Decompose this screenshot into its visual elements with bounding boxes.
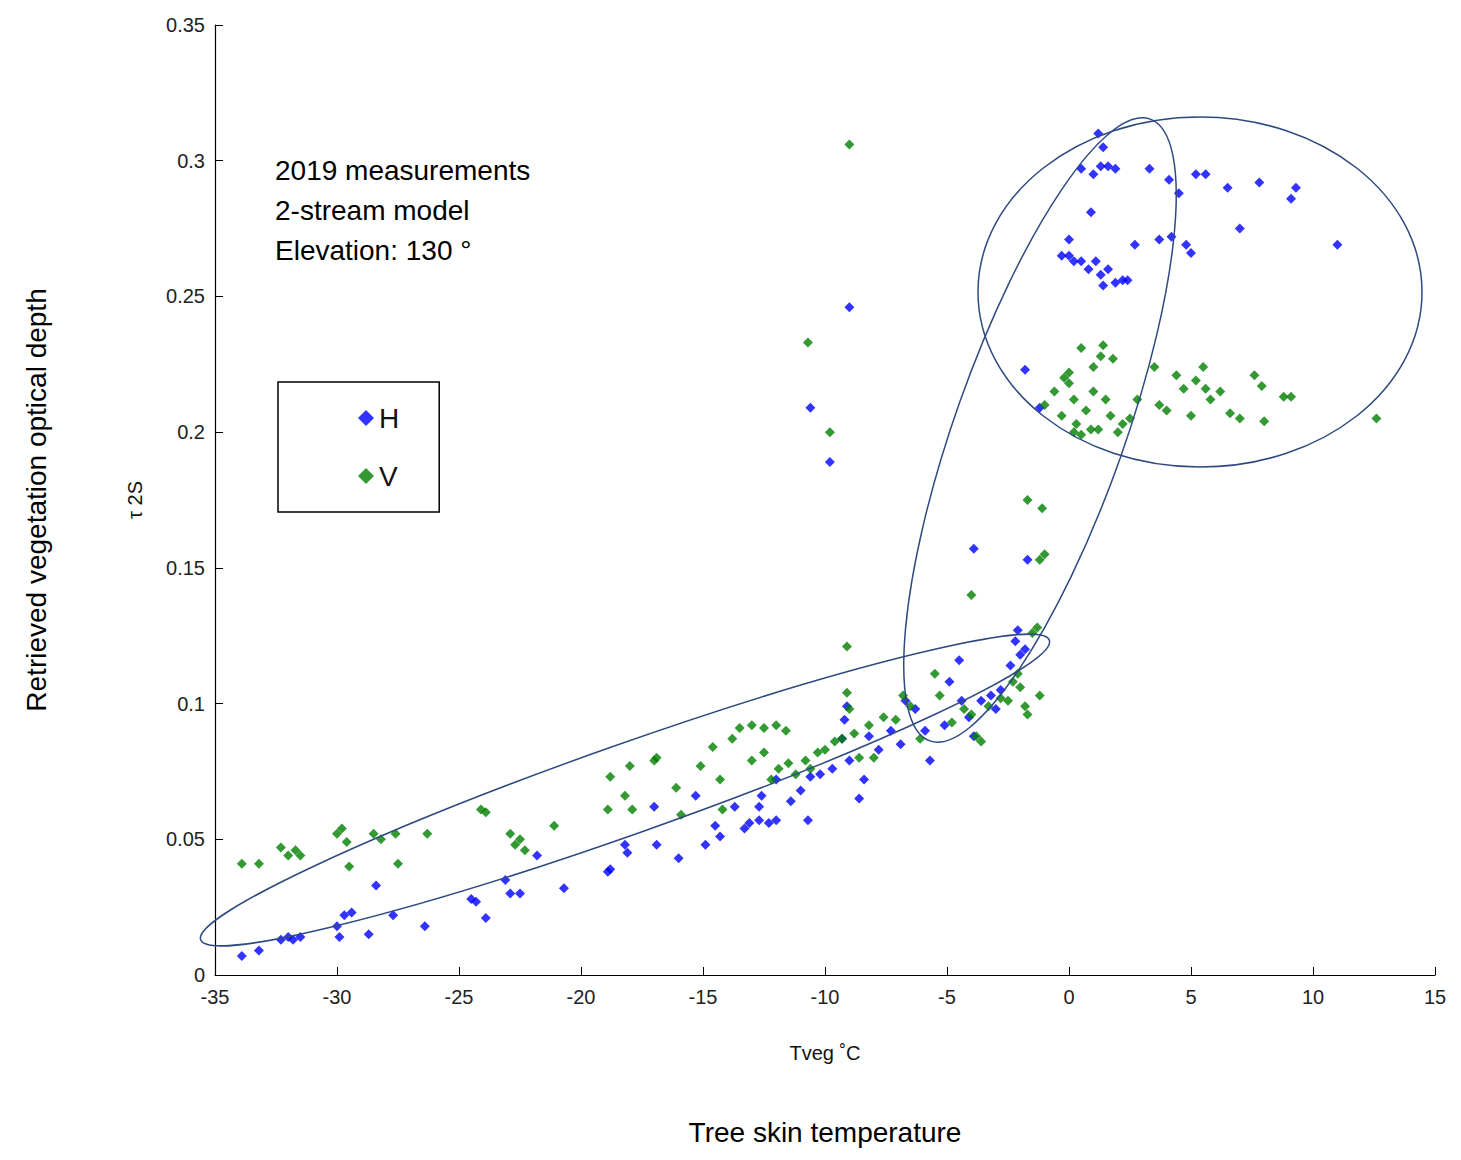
svg-text:-30: -30 <box>323 986 352 1008</box>
svg-text:Elevation: 130 °: Elevation: 130 ° <box>275 235 471 266</box>
svg-text:0.3: 0.3 <box>177 150 205 172</box>
svg-text:2019 measurements: 2019 measurements <box>275 155 530 186</box>
svg-text:0.35: 0.35 <box>166 14 205 36</box>
svg-text:5: 5 <box>1185 986 1196 1008</box>
svg-text:0.25: 0.25 <box>166 285 205 307</box>
svg-text:0.2: 0.2 <box>177 421 205 443</box>
svg-text:0: 0 <box>1063 986 1074 1008</box>
svg-text:-20: -20 <box>567 986 596 1008</box>
svg-text:H: H <box>379 403 399 434</box>
svg-text:15: 15 <box>1424 986 1446 1008</box>
svg-text:Tveg ˚C: Tveg ˚C <box>789 1042 860 1064</box>
svg-text:-25: -25 <box>445 986 474 1008</box>
svg-text:τ 2S: τ 2S <box>124 481 146 519</box>
svg-text:0.1: 0.1 <box>177 693 205 715</box>
svg-text:Tree skin temperature: Tree skin temperature <box>689 1117 962 1148</box>
svg-text:-15: -15 <box>689 986 718 1008</box>
svg-text:0.15: 0.15 <box>166 557 205 579</box>
svg-text:10: 10 <box>1302 986 1324 1008</box>
svg-text:0.05: 0.05 <box>166 828 205 850</box>
svg-text:0: 0 <box>194 964 205 986</box>
svg-text:Retrieved vegetation optical d: Retrieved vegetation optical depth <box>21 288 52 711</box>
svg-text:2-stream model: 2-stream model <box>275 195 470 226</box>
svg-text:V: V <box>379 461 398 492</box>
svg-text:-10: -10 <box>811 986 840 1008</box>
svg-text:-5: -5 <box>938 986 956 1008</box>
svg-text:-35: -35 <box>201 986 230 1008</box>
